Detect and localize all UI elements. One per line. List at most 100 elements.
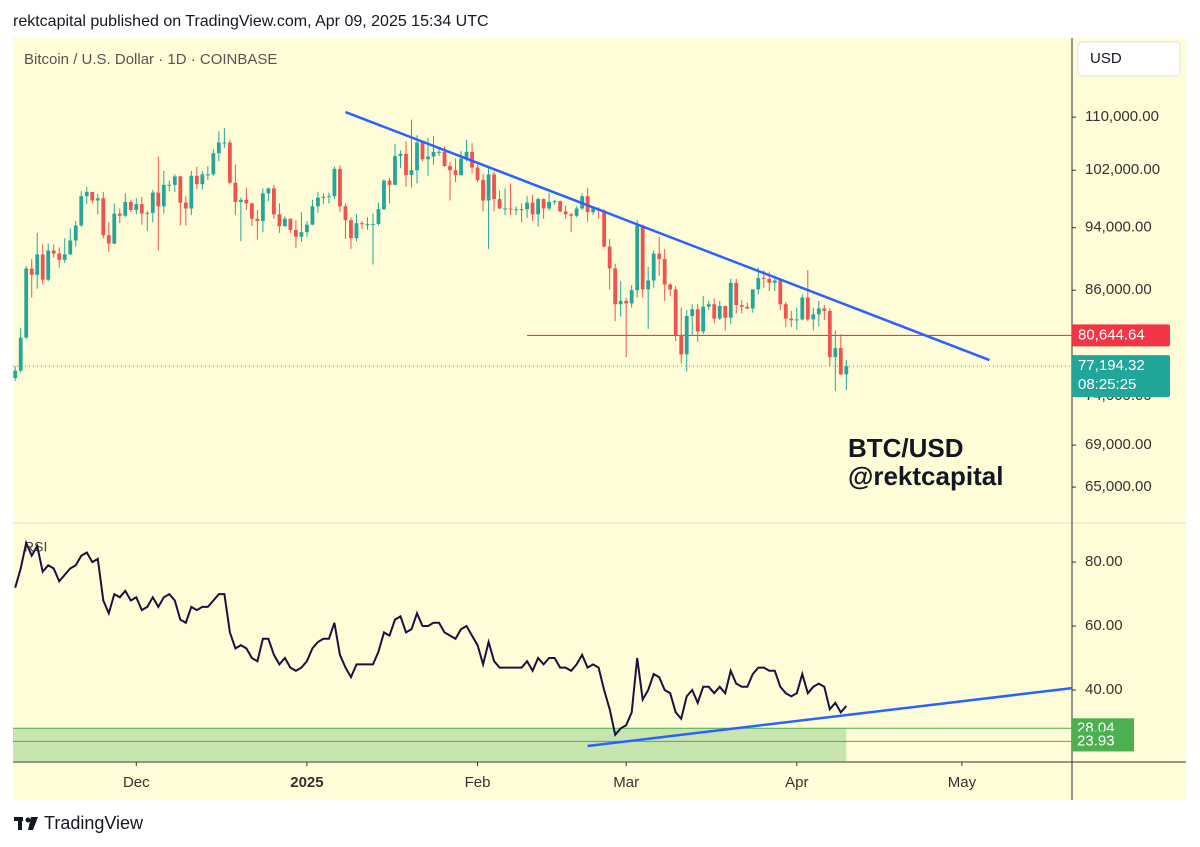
candle-body <box>343 206 348 221</box>
candle-body <box>189 175 194 209</box>
candle-body <box>431 151 436 157</box>
rsi-tick-label: 80.00 <box>1085 553 1123 570</box>
candle-body <box>310 206 315 225</box>
candle-body <box>68 240 73 255</box>
publish-header: rektcapital published on TradingView.com… <box>13 13 489 30</box>
candle-body <box>79 196 84 226</box>
candle-body <box>827 310 832 358</box>
candle-body <box>530 202 535 215</box>
candle-body <box>464 151 469 159</box>
candle-body <box>497 199 502 209</box>
candle-body <box>657 253 662 260</box>
candle-body <box>349 220 353 239</box>
candle-body <box>574 208 579 216</box>
rsi-tick-label: 60.00 <box>1085 617 1123 634</box>
candle-body <box>448 166 452 171</box>
candle-body <box>613 268 618 305</box>
candle-body <box>789 318 794 321</box>
candle-body <box>679 334 684 355</box>
candle-body <box>227 142 232 183</box>
candle-body <box>833 348 838 358</box>
candle-body <box>569 214 574 216</box>
candle-body <box>794 319 799 321</box>
candle-body <box>271 188 276 215</box>
candle-body <box>387 180 392 185</box>
candle-body <box>409 170 414 176</box>
currency-box[interactable] <box>1077 41 1181 77</box>
candle-body <box>706 304 711 307</box>
last-price-tag <box>1072 355 1170 398</box>
x-tick-label: Apr <box>785 774 808 791</box>
candle-body <box>816 308 821 315</box>
candle-body <box>646 280 651 290</box>
y-tick-label: 86,000.00 <box>1085 281 1152 298</box>
candle-body <box>51 250 56 254</box>
candle-body <box>492 174 496 200</box>
candle-body <box>382 180 386 210</box>
x-tick-label: Dec <box>123 774 150 791</box>
candle-body <box>365 223 370 225</box>
candle-body <box>723 305 728 318</box>
candle-body <box>194 175 199 185</box>
x-tick-label: Feb <box>465 774 491 791</box>
candle-body <box>728 282 733 318</box>
candle-body <box>172 176 177 185</box>
candle-body <box>453 170 458 176</box>
y-tick-label: 110,000.00 <box>1085 108 1159 125</box>
candle-body <box>222 142 227 144</box>
y-tick-label: 65,000.00 <box>1085 478 1152 495</box>
candle-body <box>629 290 634 304</box>
candle-body <box>90 191 95 201</box>
candle-body <box>106 235 111 244</box>
candle-body <box>200 174 205 185</box>
candle-body <box>376 209 381 224</box>
candle-body <box>591 208 596 213</box>
countdown: 08:25:25 <box>1078 376 1136 393</box>
candle-body <box>13 370 18 379</box>
candle-body <box>167 184 172 186</box>
rsi-tick-label: 40.00 <box>1085 681 1123 698</box>
annotation: BTC/USD <box>848 433 964 463</box>
candle-body <box>783 304 788 319</box>
candle-body <box>525 202 529 210</box>
candle-body <box>767 278 772 283</box>
candle-body <box>321 196 326 198</box>
candle-body <box>327 196 331 198</box>
candle-body <box>805 297 810 320</box>
annotation: @rektcapital <box>848 461 1003 491</box>
candle-body <box>778 280 783 305</box>
candle-body <box>205 174 210 176</box>
candle-body <box>745 306 750 309</box>
currency[interactable]: USD <box>1090 50 1122 67</box>
candle-body <box>332 168 337 197</box>
candle-body <box>299 232 304 237</box>
candle-body <box>481 179 485 201</box>
candle-body <box>563 211 568 215</box>
candle-body <box>398 153 403 156</box>
x-tick-label: Mar <box>613 774 639 791</box>
candle-body <box>486 174 491 201</box>
candle-body <box>662 259 667 285</box>
candle-body <box>117 213 122 216</box>
candle-body <box>750 289 755 309</box>
candle-body <box>442 151 447 167</box>
candle-body <box>519 209 524 211</box>
candle-body <box>305 224 309 233</box>
candle-body <box>183 202 188 209</box>
y-tick-label: 102,000.00 <box>1085 161 1160 178</box>
candle-body <box>238 199 243 202</box>
candle-body <box>459 158 463 176</box>
candle-body <box>602 210 607 247</box>
candle-body <box>404 153 408 176</box>
candle-body <box>607 246 612 269</box>
x-tick-label: May <box>948 774 977 791</box>
candle-body <box>18 337 23 371</box>
candle-body <box>123 201 128 216</box>
candle-body <box>811 314 816 320</box>
candle-body <box>712 304 717 319</box>
candle-body <box>266 188 271 194</box>
candle-body <box>684 316 689 355</box>
candle-body <box>514 209 518 211</box>
candle-body <box>690 309 695 317</box>
candle-body <box>316 197 320 207</box>
